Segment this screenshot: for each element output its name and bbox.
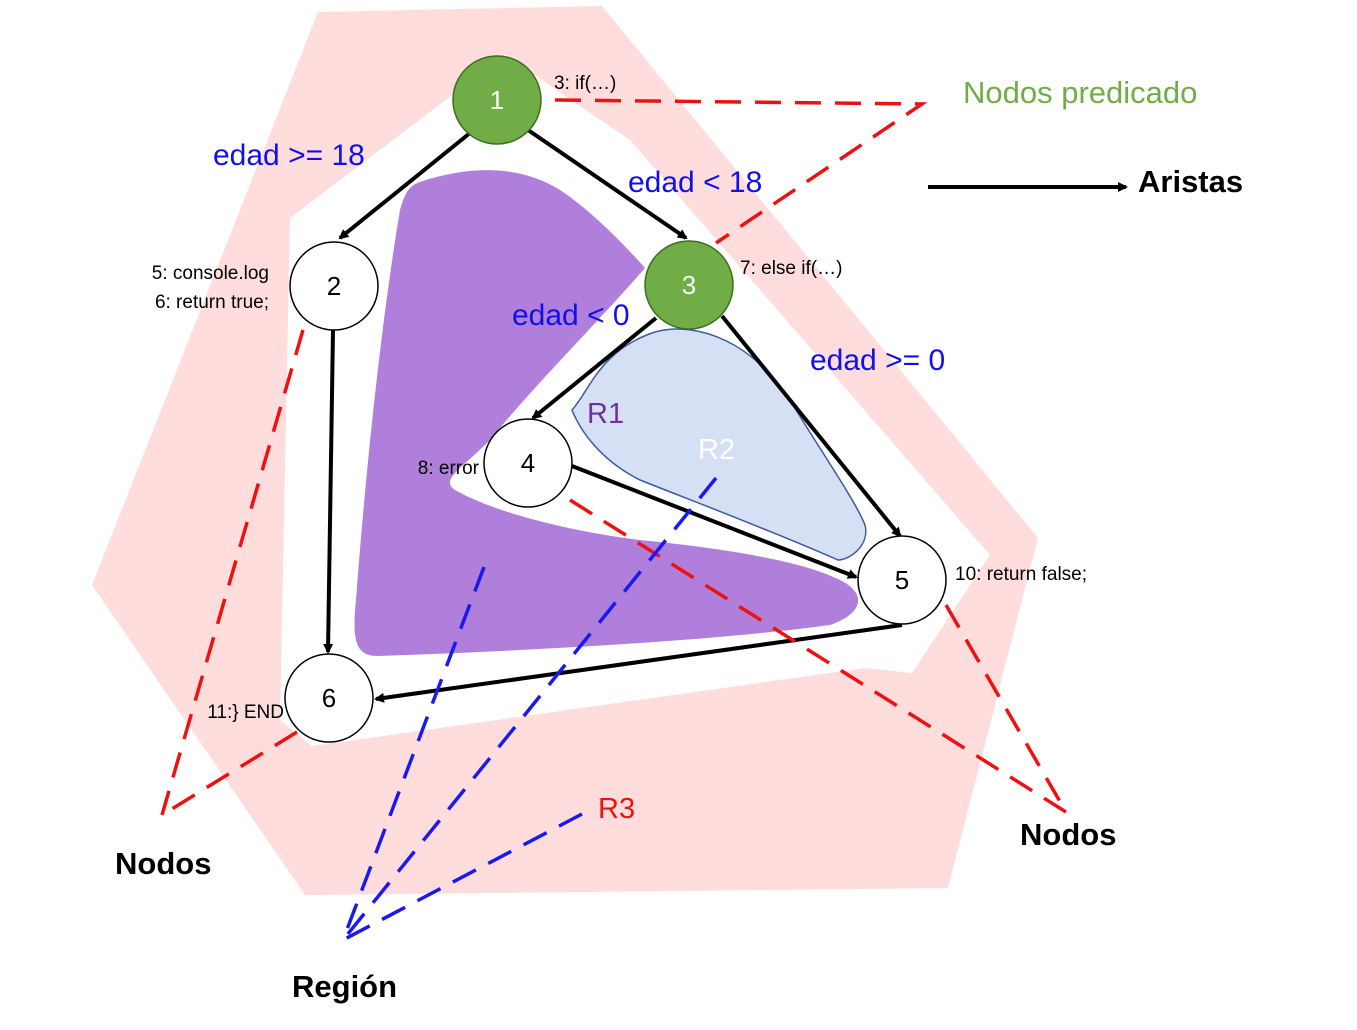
region-leader-r1	[341, 566, 486, 941]
edge-1-3	[526, 128, 688, 240]
region-r2-area	[571, 328, 867, 561]
edge-3-5-condition: edad >= 0	[810, 344, 945, 377]
edge-1-3-condition: edad < 18	[628, 166, 762, 199]
edge-2-6	[323, 329, 335, 654]
nodes-leader-left-b	[161, 730, 298, 817]
node-6: 6	[284, 653, 374, 743]
region-label: Región	[292, 969, 397, 1004]
edges	[323, 128, 903, 703]
svg-text:5: 5	[895, 565, 909, 595]
edge-3-4	[531, 316, 658, 420]
nodes-label-right: Nodos	[1020, 817, 1116, 852]
node-6-code: 11:} END	[207, 702, 284, 723]
node-1-code: 3: if(…)	[554, 73, 616, 94]
predicate-leader	[554, 98, 928, 245]
nodes-leader-right-a	[569, 498, 1067, 814]
edge-5-6	[374, 623, 903, 703]
node-4-code: 8: error	[418, 458, 480, 479]
node-3: 3	[644, 240, 734, 330]
region-leader-r2	[341, 476, 718, 942]
node-5-code: 10: return false;	[955, 564, 1087, 585]
blue-dashed-leaders	[341, 476, 718, 942]
svg-text:2: 2	[327, 271, 341, 301]
svg-text:6: 6	[322, 683, 336, 713]
region-leader-r3	[342, 812, 583, 942]
region-r3-lower-band	[298, 668, 950, 895]
edge-3-5	[720, 314, 902, 538]
nodes-leader-left-a	[160, 329, 305, 816]
region-r2-label: R2	[698, 434, 735, 466]
node-5: 5	[857, 535, 947, 625]
edges-label: Aristas	[1138, 164, 1243, 199]
nodes-label-left: Nodos	[115, 846, 211, 881]
region-r3-label: R3	[598, 793, 635, 825]
svg-text:3: 3	[682, 270, 696, 300]
node-4: 4	[483, 418, 573, 508]
region-r1-area	[354, 170, 859, 656]
predicate-nodes-label: Nodos predicado	[963, 75, 1197, 110]
node-1: 1	[452, 55, 542, 145]
edge-4-5	[571, 464, 858, 579]
node-3-code: 7: else if(…)	[740, 258, 842, 279]
svg-text:4: 4	[521, 448, 535, 478]
node-2: 2	[289, 241, 379, 331]
edge-1-2-condition: edad >= 18	[213, 139, 365, 172]
edge-3-4-condition: edad < 0	[512, 299, 630, 332]
node-2-code-line2: 6: return true;	[155, 292, 269, 313]
red-dashed-leaders	[160, 98, 1068, 817]
node-2-code-line1: 5: console.log	[152, 263, 269, 284]
region-r1-label: R1	[587, 398, 624, 430]
edge-1-2	[338, 131, 472, 240]
svg-text:1: 1	[490, 85, 504, 115]
